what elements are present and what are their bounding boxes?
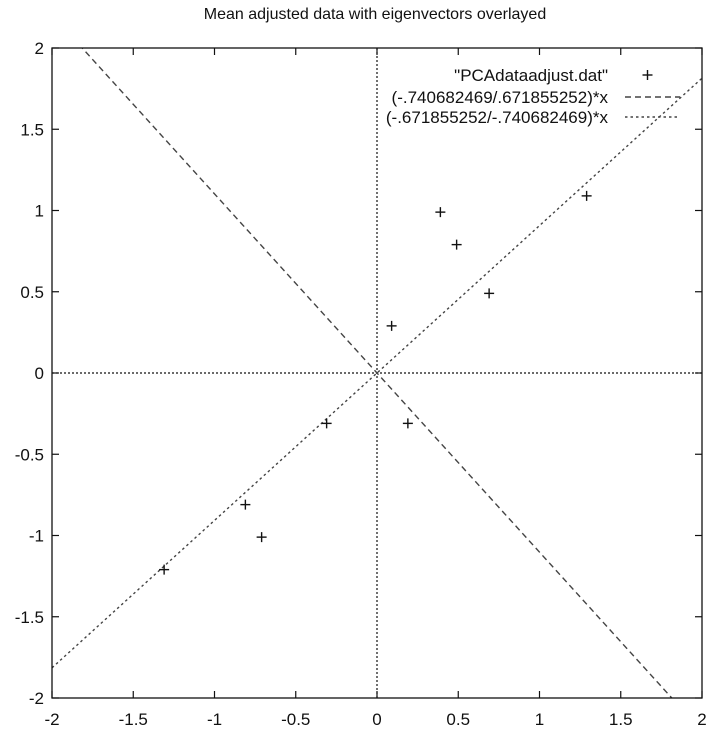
y-tick-label: 1.5 [20, 120, 44, 139]
legend-label: (-.740682469/.671855252)*x [392, 88, 609, 107]
data-point [402, 418, 413, 429]
data-point [581, 190, 592, 201]
y-tick-label: -1.5 [15, 608, 44, 627]
x-tick-label: -1.5 [119, 710, 148, 729]
data-point [159, 564, 170, 575]
y-axis-ticks: -2 -1.5 -1 -0.5 0 0.5 1 1.5 2 [15, 39, 702, 708]
data-point [321, 418, 332, 429]
eigenvector-lines [52, 48, 702, 698]
x-tick-label: 1.5 [609, 710, 633, 729]
data-point [386, 320, 397, 331]
legend-label: "PCAdataadjust.dat" [454, 66, 608, 85]
legend: "PCAdataadjust.dat" (-.740682469/.6718552… [386, 66, 680, 127]
y-tick-label: 1 [35, 202, 44, 221]
data-point [435, 207, 446, 218]
y-tick-label: 2 [35, 39, 44, 58]
y-tick-label: -1 [29, 527, 44, 546]
data-point [256, 532, 267, 543]
data-points [159, 190, 592, 575]
chart-title: Mean adjusted data with eigenvectors ove… [203, 6, 547, 23]
x-tick-label: 1 [535, 710, 544, 729]
x-tick-label: -2 [44, 710, 59, 729]
x-tick-label: 2 [697, 710, 706, 729]
y-tick-label: -0.5 [15, 445, 44, 464]
legend-label: (-.671855252/-.740682469)*x [386, 108, 609, 127]
x-tick-label: -1 [207, 710, 222, 729]
y-tick-label: 0.5 [20, 283, 44, 302]
x-tick-label: 0.5 [446, 710, 470, 729]
y-tick-label: 0 [35, 364, 44, 383]
eigenvector-line-1 [81, 48, 673, 698]
x-tick-label: 0 [372, 710, 381, 729]
y-tick-label: -2 [29, 689, 44, 708]
x-tick-label: -0.5 [281, 710, 310, 729]
data-point [484, 288, 495, 299]
data-point [451, 239, 462, 250]
data-point [240, 499, 251, 510]
x-axis-ticks: -2 -1.5 -1 -0.5 0 0.5 1 1.5 2 [44, 48, 707, 729]
